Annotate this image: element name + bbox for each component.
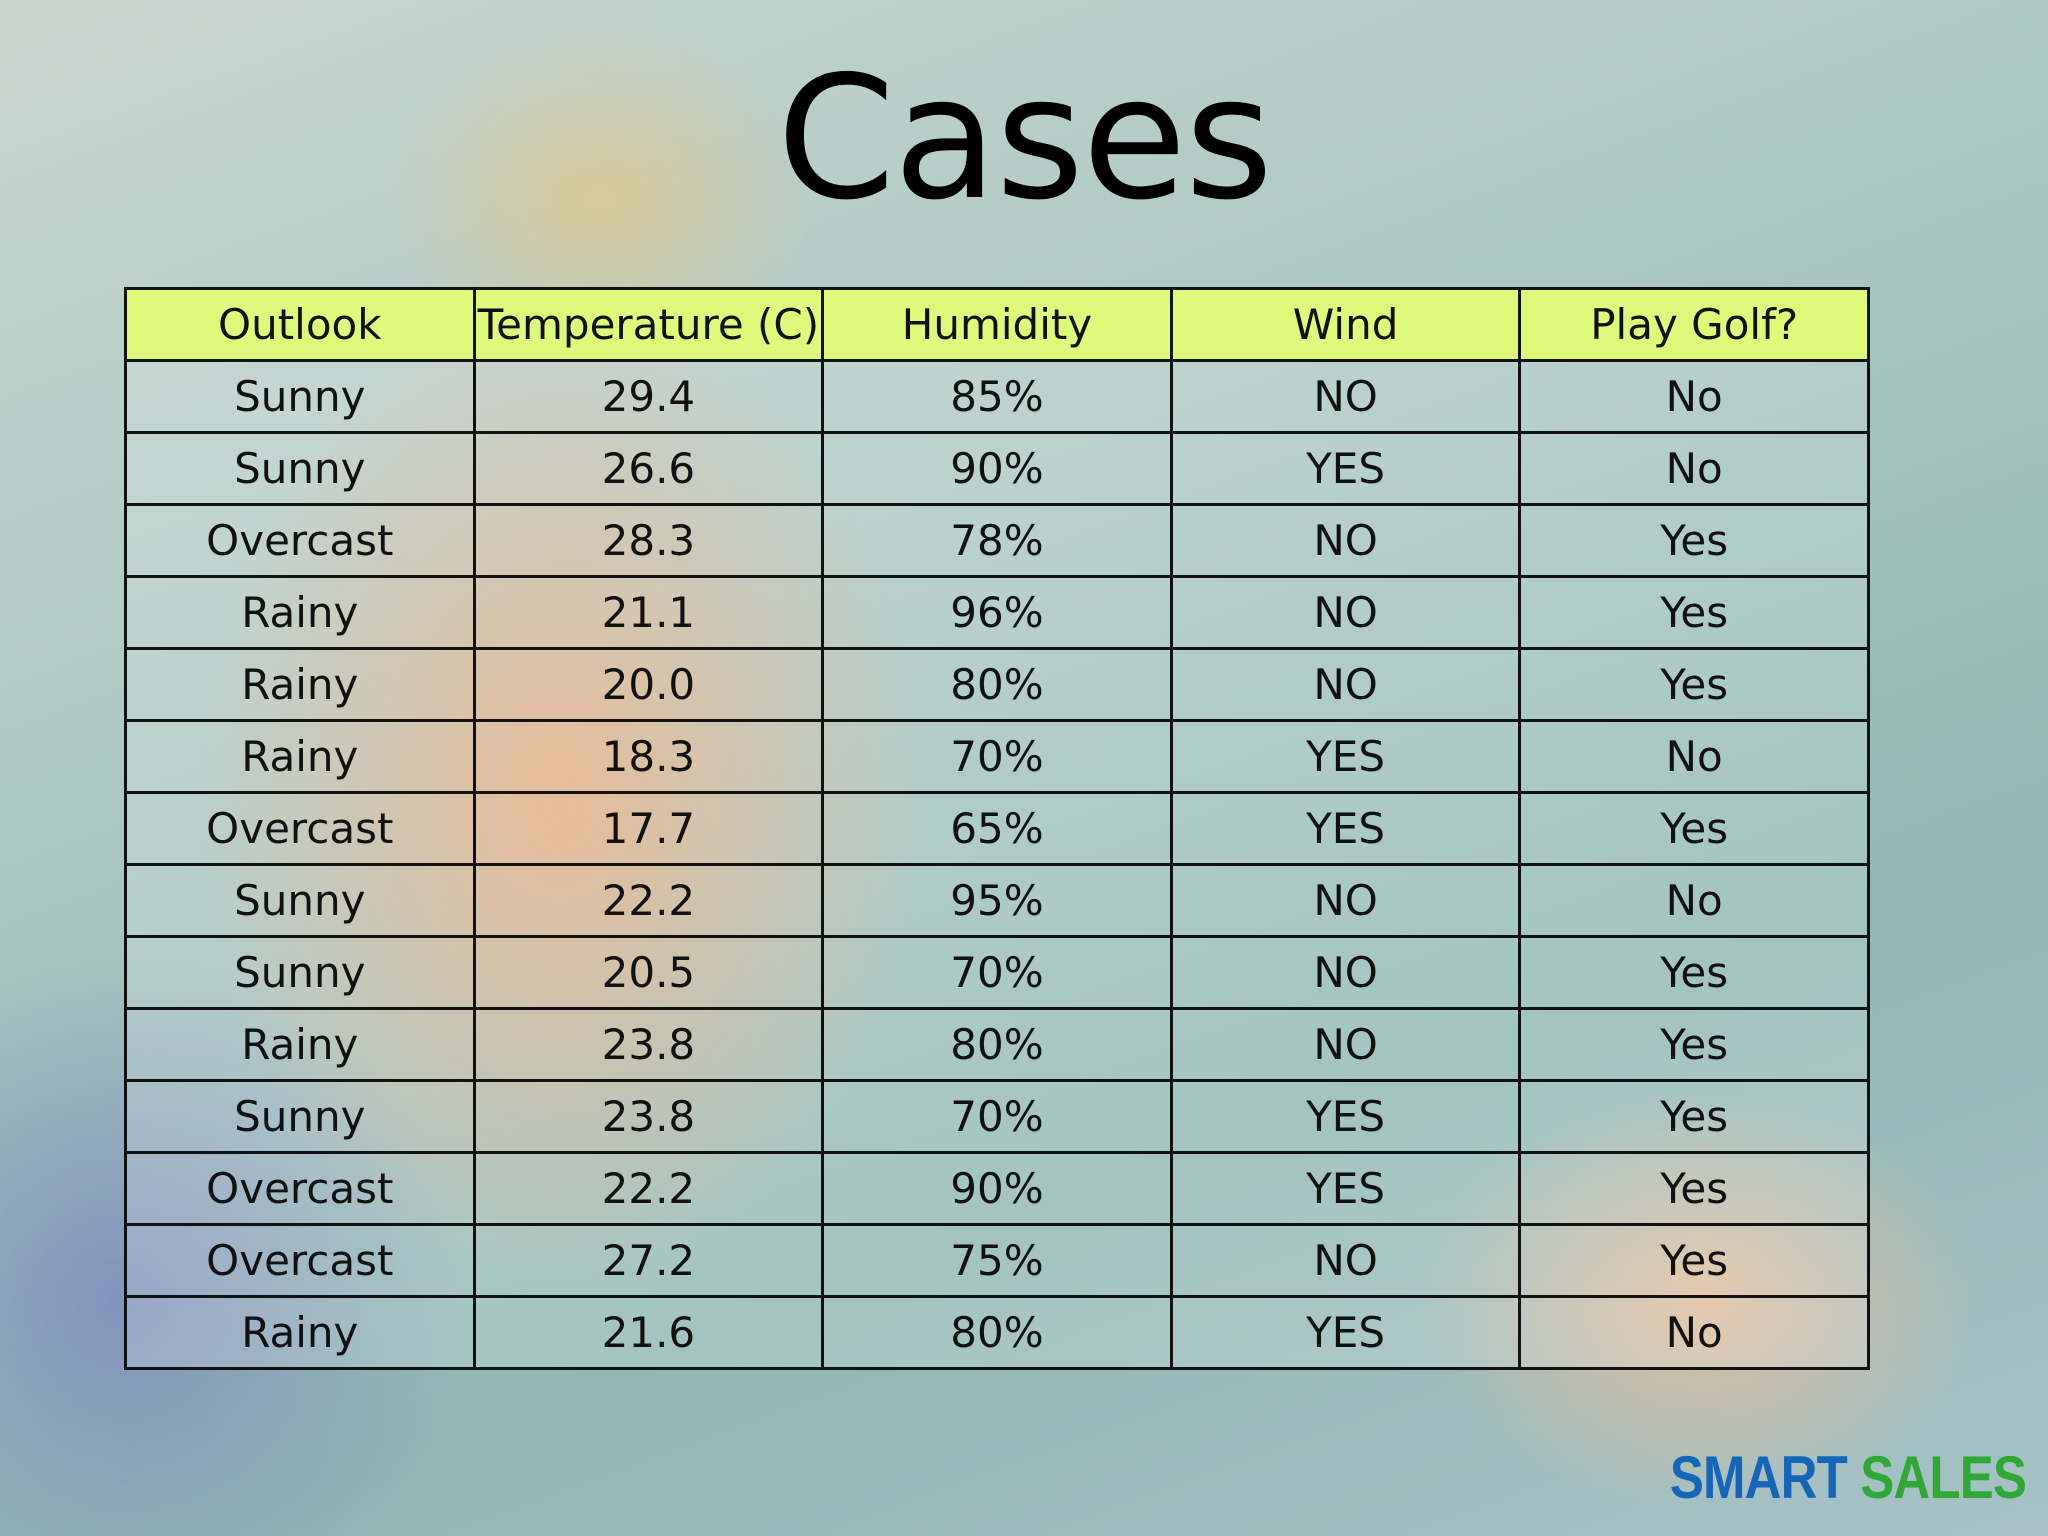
table-cell: Rainy xyxy=(124,1295,476,1370)
table-cell: 80% xyxy=(821,1007,1173,1082)
table-cell: 90% xyxy=(821,1151,1173,1226)
logo-word: SMART xyxy=(1669,1444,1848,1511)
table-cell: YES xyxy=(1169,431,1522,506)
table-cell: Rainy xyxy=(124,719,476,794)
data-table: Outlook Temperature (C) Humidity Wind Play G… xyxy=(124,287,1870,1370)
table-cell: 90% xyxy=(821,431,1173,506)
table-row: Sunny 26.6 90% YES No xyxy=(124,431,1870,506)
table-cell: Sunny xyxy=(124,1079,476,1154)
table-cell: Rainy xyxy=(124,1007,476,1082)
logo-word: SALES xyxy=(1860,1444,2027,1511)
table-cell: YES xyxy=(1169,1151,1522,1226)
table-cell: 70% xyxy=(821,1079,1173,1154)
table-cell: 20.5 xyxy=(472,935,825,1010)
table-cell: NO xyxy=(1169,647,1522,722)
table-cell: No xyxy=(1518,431,1870,506)
table-cell: Yes xyxy=(1518,575,1870,650)
table-row: Rainy 18.3 70% YES No xyxy=(124,719,1870,794)
table-cell: YES xyxy=(1169,791,1522,866)
table-body: Sunny 29.4 85% NO No Sunny 26.6 90% YES No Overcas… xyxy=(124,359,1870,1370)
table-cell: Yes xyxy=(1518,1151,1870,1226)
table-cell: 28.3 xyxy=(472,503,825,578)
table-cell: Sunny xyxy=(124,359,476,434)
table-cell: 96% xyxy=(821,575,1173,650)
table-cell: 78% xyxy=(821,503,1173,578)
table-cell: 75% xyxy=(821,1223,1173,1298)
table-cell: 70% xyxy=(821,935,1173,1010)
table-cell: YES xyxy=(1169,719,1522,794)
table-cell: YES xyxy=(1169,1079,1522,1154)
slide-title: Cases xyxy=(776,40,1274,238)
table-cell: NO xyxy=(1169,1007,1522,1082)
table-row: Rainy 21.1 96% NO Yes xyxy=(124,575,1870,650)
table-cell: 22.2 xyxy=(472,1151,825,1226)
table-cell: No xyxy=(1518,1295,1870,1370)
table-cell: 29.4 xyxy=(472,359,825,434)
table-cell: Overcast xyxy=(124,1151,476,1226)
table-cell: NO xyxy=(1169,503,1522,578)
table-row: Rainy 23.8 80% NO Yes xyxy=(124,1007,1870,1082)
table-cell: 23.8 xyxy=(472,1079,825,1154)
table-cell: Yes xyxy=(1518,791,1870,866)
table-cell: NO xyxy=(1169,359,1522,434)
table-cell: Sunny xyxy=(124,863,476,938)
table-cell: No xyxy=(1518,863,1870,938)
table-cell: 80% xyxy=(821,1295,1173,1370)
table-row: Overcast 28.3 78% NO Yes xyxy=(124,503,1870,578)
header-row: Outlook Temperature (C) Humidity Wind Play G… xyxy=(124,287,1870,362)
table-head: Outlook Temperature (C) Humidity Wind Play G… xyxy=(124,287,1870,362)
table-cell: 65% xyxy=(821,791,1173,866)
table-row: Sunny 20.5 70% NO Yes xyxy=(124,935,1870,1010)
table-cell: 17.7 xyxy=(472,791,825,866)
table-cell: Overcast xyxy=(124,1223,476,1298)
table-cell: 21.6 xyxy=(472,1295,825,1370)
table-row: Overcast 22.2 90% YES Yes xyxy=(124,1151,1870,1226)
table-cell: No xyxy=(1518,359,1870,434)
table-cell: Yes xyxy=(1518,647,1870,722)
table-cell: Overcast xyxy=(124,503,476,578)
table-cell: NO xyxy=(1169,935,1522,1010)
table-cell: Yes xyxy=(1518,503,1870,578)
table-row: Rainy 20.0 80% NO Yes xyxy=(124,647,1870,722)
table-cell: Sunny xyxy=(124,431,476,506)
table-cell: Rainy xyxy=(124,647,476,722)
table-cell: Yes xyxy=(1518,935,1870,1010)
logo: SMART SALES xyxy=(1669,1443,2027,1512)
table-cell: 18.3 xyxy=(472,719,825,794)
table-cell: Sunny xyxy=(124,935,476,1010)
table-cell: 23.8 xyxy=(472,1007,825,1082)
column-header: Wind xyxy=(1169,287,1522,362)
table-cell: 26.6 xyxy=(472,431,825,506)
table-row: Sunny 29.4 85% NO No xyxy=(124,359,1870,434)
table-cell: YES xyxy=(1169,1295,1522,1370)
table-row: Overcast 27.2 75% NO Yes xyxy=(124,1223,1870,1298)
table-cell: 85% xyxy=(821,359,1173,434)
table-cell: NO xyxy=(1169,575,1522,650)
table-cell: 22.2 xyxy=(472,863,825,938)
table-cell: Rainy xyxy=(124,575,476,650)
table-cell: Yes xyxy=(1518,1223,1870,1298)
table-cell: 80% xyxy=(821,647,1173,722)
table-cell: Yes xyxy=(1518,1007,1870,1082)
table-cell: 95% xyxy=(821,863,1173,938)
table-row: Rainy 21.6 80% YES No xyxy=(124,1295,1870,1370)
table-row: Sunny 22.2 95% NO No xyxy=(124,863,1870,938)
table-cell: 21.1 xyxy=(472,575,825,650)
table-row: Overcast 17.7 65% YES Yes xyxy=(124,791,1870,866)
column-header: Humidity xyxy=(821,287,1173,362)
table-cell: NO xyxy=(1169,863,1522,938)
column-header: Outlook xyxy=(124,287,476,362)
column-header: Temperature (C) xyxy=(472,287,825,362)
table-cell: Overcast xyxy=(124,791,476,866)
table-cell: No xyxy=(1518,719,1870,794)
table-cell: 70% xyxy=(821,719,1173,794)
table-cell: 27.2 xyxy=(472,1223,825,1298)
table-cell: Yes xyxy=(1518,1079,1870,1154)
table-cell: NO xyxy=(1169,1223,1522,1298)
table-row: Sunny 23.8 70% YES Yes xyxy=(124,1079,1870,1154)
column-header: Play Golf? xyxy=(1518,287,1870,362)
table-cell: 20.0 xyxy=(472,647,825,722)
